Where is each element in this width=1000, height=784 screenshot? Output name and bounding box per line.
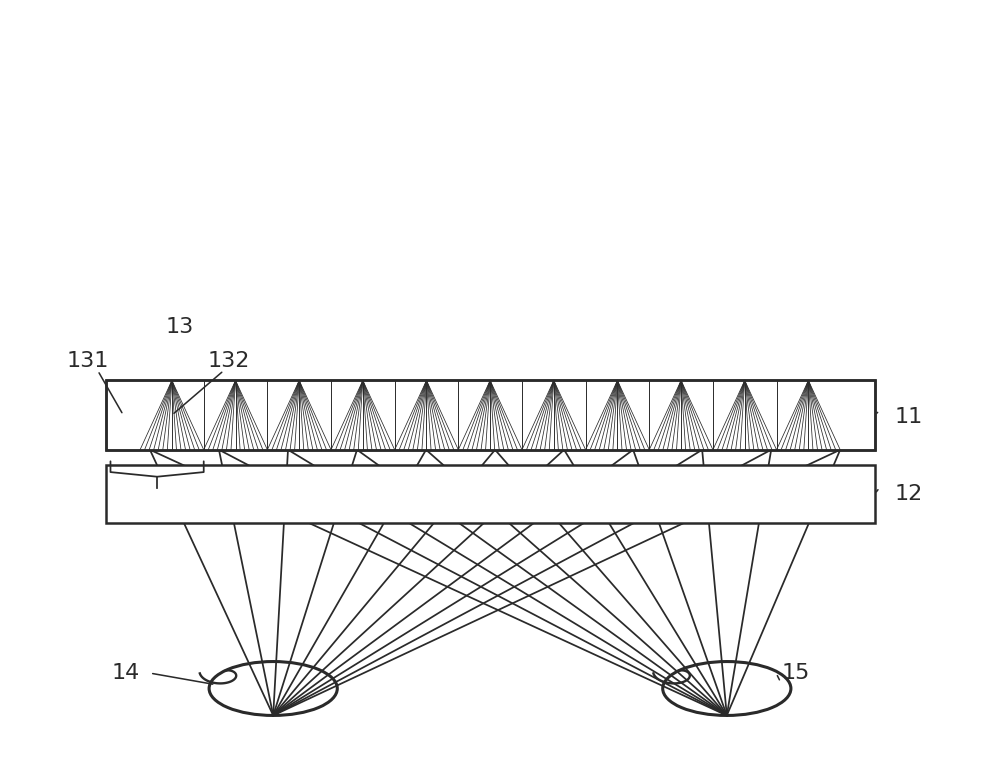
Text: 14: 14 bbox=[111, 663, 139, 683]
Text: 132: 132 bbox=[208, 351, 250, 371]
Text: 11: 11 bbox=[894, 407, 923, 426]
Text: 13: 13 bbox=[165, 317, 194, 336]
Bar bbox=[106, 380, 875, 450]
Bar bbox=[106, 465, 875, 523]
Text: 12: 12 bbox=[894, 484, 923, 503]
Bar bbox=[106, 380, 875, 450]
Text: 15: 15 bbox=[782, 663, 810, 683]
Text: 131: 131 bbox=[67, 351, 109, 371]
